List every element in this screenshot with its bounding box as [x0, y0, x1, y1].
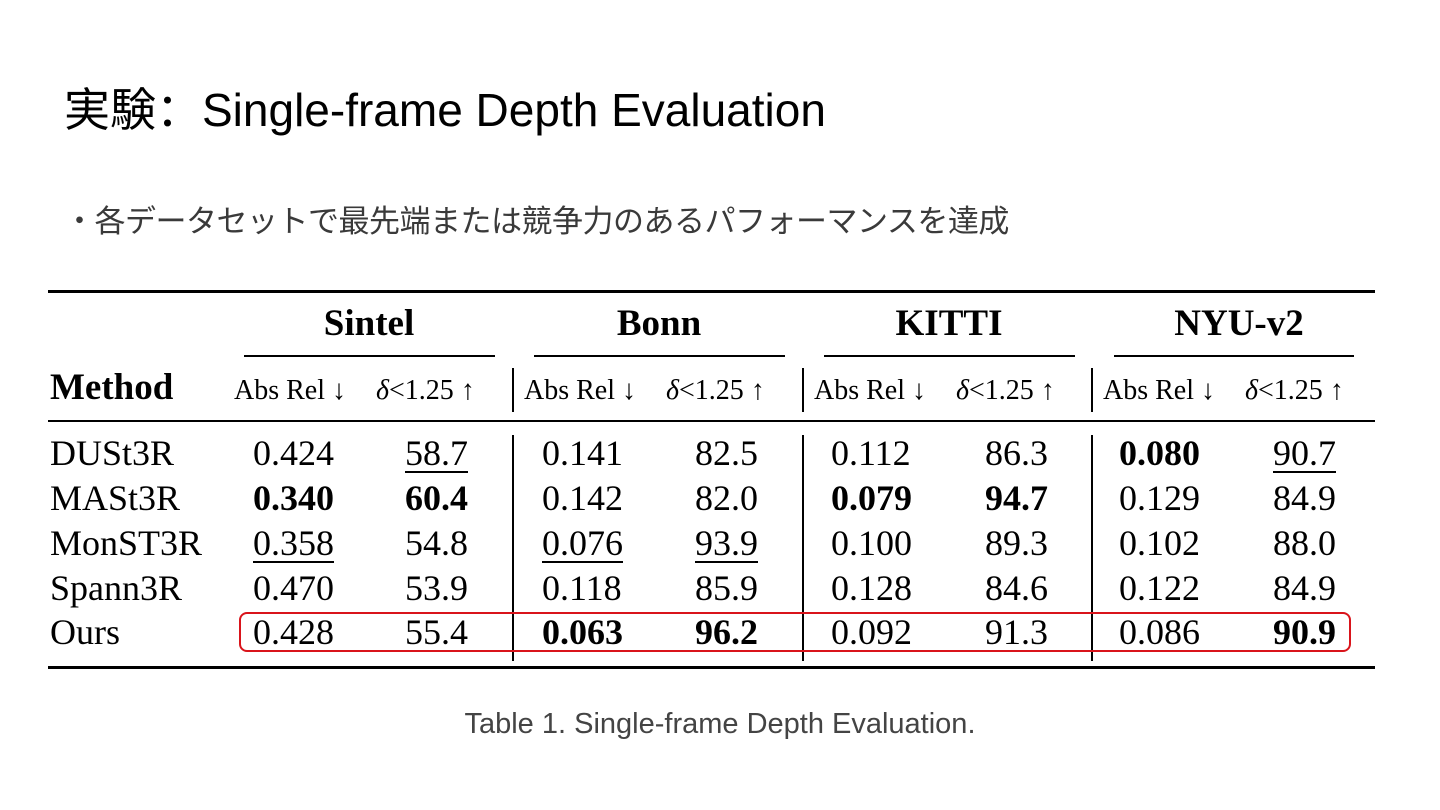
table-cell: 86.3 [985, 433, 1048, 473]
delta-symbol: δ [376, 375, 390, 406]
table-cell: 82.5 [695, 433, 758, 473]
table-mid-rule [48, 420, 1375, 422]
metric-abs-rel-kitti: Abs Rel ↓ [814, 375, 926, 407]
table-cell: 0.141 [542, 433, 623, 473]
table-cell: 0.424 [253, 433, 334, 473]
slide-title: 実験：Single-frame Depth Evaluation [64, 84, 826, 136]
down-arrow-icon: ↓ [332, 375, 346, 406]
dataset-header-nyu: NYU-v2 [1174, 303, 1304, 344]
dataset-header-bonn: Bonn [616, 303, 702, 344]
table-cell: 0.102 [1119, 523, 1200, 563]
table-cell: 84.6 [985, 568, 1048, 608]
metric-abs-rel-sintel: Abs Rel ↓ [234, 375, 346, 407]
metric-abs-rel-nyu: Abs Rel ↓ [1103, 375, 1215, 407]
method-name: MonST3R [50, 523, 203, 563]
body-separator [1091, 435, 1093, 661]
body-separator [512, 435, 514, 661]
table-cell: 60.4 [405, 478, 468, 518]
up-arrow-icon: ↑ [1329, 375, 1344, 406]
table-cell: 88.0 [1273, 523, 1336, 563]
table-cell: 85.9 [695, 568, 758, 608]
table-cell: 0.358 [253, 523, 334, 563]
metric-delta-nyu: δ<1.25 ↑ [1245, 375, 1344, 407]
results-table: Sintel Bonn KITTI NYU-v2 Method Abs Rel … [48, 290, 1375, 670]
table-cell: 93.9 [695, 523, 758, 563]
method-name: Spann3R [50, 568, 183, 608]
delta-symbol: δ [666, 375, 680, 406]
table-cell: 0.340 [253, 478, 334, 518]
up-arrow-icon: ↑ [460, 375, 475, 406]
cmidrule-kitti [824, 355, 1075, 357]
cmidrule-sintel [244, 355, 495, 357]
method-name: DUSt3R [50, 433, 175, 473]
table-caption: Table 1. Single-frame Depth Evaluation. [464, 708, 976, 740]
delta-threshold: <1.25 [969, 375, 1034, 406]
table-cell: 0.076 [542, 523, 623, 563]
table-cell: 0.142 [542, 478, 623, 518]
method-name: Ours [50, 612, 120, 652]
down-arrow-icon: ↓ [1201, 375, 1215, 406]
table-cell: 82.0 [695, 478, 758, 518]
table-cell: 55.4 [405, 612, 468, 652]
table-cell: 58.7 [405, 433, 468, 473]
table-cell: 91.3 [985, 612, 1048, 652]
metric-delta-sintel: δ<1.25 ↑ [376, 375, 475, 407]
table-cell: 0.118 [542, 568, 622, 608]
metric-abs-rel-label: Abs Rel [814, 375, 905, 406]
table-cell: 96.2 [695, 612, 758, 652]
metric-abs-rel-bonn: Abs Rel ↓ [524, 375, 636, 407]
metric-delta-bonn: δ<1.25 ↑ [666, 375, 765, 407]
table-cell: 0.080 [1119, 433, 1200, 473]
body-separator [802, 435, 804, 661]
table-cell: 89.3 [985, 523, 1048, 563]
table-cell: 0.092 [831, 612, 912, 652]
down-arrow-icon: ↓ [912, 375, 926, 406]
table-cell: 0.063 [542, 612, 623, 652]
table-cell: 0.428 [253, 612, 334, 652]
table-cell: 94.7 [985, 478, 1048, 518]
metric-abs-rel-label: Abs Rel [234, 375, 325, 406]
slide-bullet: ・各データセットで最先端または競争力のあるパフォーマンスを達成 [64, 204, 1009, 240]
metric-abs-rel-label: Abs Rel [1103, 375, 1194, 406]
table-cell: 0.470 [253, 568, 334, 608]
table-cell: 0.129 [1119, 478, 1200, 518]
table-bottom-rule [48, 666, 1375, 669]
header-separator [802, 368, 804, 412]
table-cell: 0.086 [1119, 612, 1200, 652]
table-cell: 0.122 [1119, 568, 1200, 608]
table-cell: 84.9 [1273, 478, 1336, 518]
table-cell: 84.9 [1273, 568, 1336, 608]
delta-threshold: <1.25 [679, 375, 744, 406]
header-separator [512, 368, 514, 412]
table-cell: 0.112 [831, 433, 911, 473]
table-cell: 0.100 [831, 523, 912, 563]
delta-threshold: <1.25 [1258, 375, 1323, 406]
table-top-rule [48, 290, 1375, 293]
method-name: MASt3R [50, 478, 181, 518]
delta-symbol: δ [956, 375, 970, 406]
table-cell: 90.7 [1273, 433, 1336, 473]
dataset-header-kitti: KITTI [895, 303, 1003, 344]
metric-delta-kitti: δ<1.25 ↑ [956, 375, 1055, 407]
delta-threshold: <1.25 [389, 375, 454, 406]
ours-row-highlight [239, 612, 1351, 652]
up-arrow-icon: ↑ [750, 375, 765, 406]
table-cell: 0.128 [831, 568, 912, 608]
method-column-header: Method [50, 367, 174, 408]
table-cell: 54.8 [405, 523, 468, 563]
cmidrule-nyu [1114, 355, 1354, 357]
header-separator [1091, 368, 1093, 412]
up-arrow-icon: ↑ [1040, 375, 1055, 406]
down-arrow-icon: ↓ [622, 375, 636, 406]
metric-abs-rel-label: Abs Rel [524, 375, 615, 406]
cmidrule-bonn [534, 355, 785, 357]
delta-symbol: δ [1245, 375, 1259, 406]
dataset-header-sintel: Sintel [323, 303, 415, 344]
table-cell: 90.9 [1273, 612, 1336, 652]
table-cell: 0.079 [831, 478, 912, 518]
table-cell: 53.9 [405, 568, 468, 608]
